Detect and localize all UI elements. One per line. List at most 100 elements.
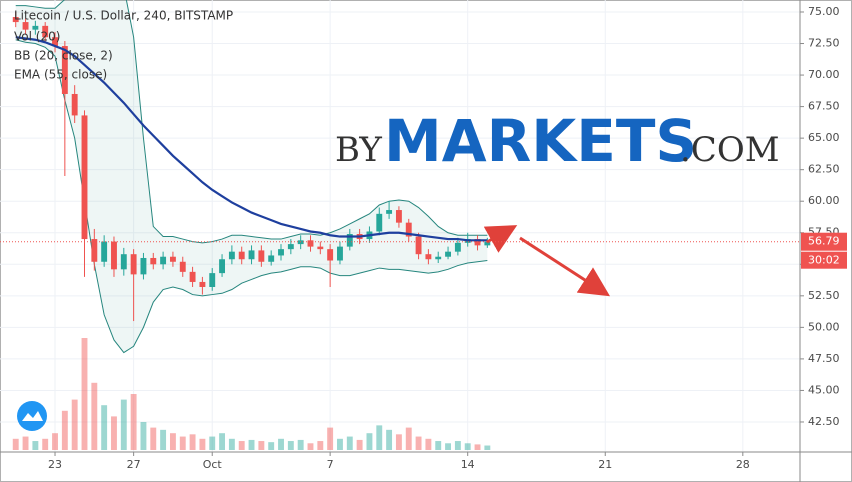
volume-bar [425,438,432,450]
body [395,210,402,223]
y-tick-label: 47.50 [808,352,840,365]
volume-bar [71,399,78,450]
body [307,240,314,247]
indicator: BB (20, close, 2) [14,49,113,63]
body [435,256,442,260]
volume-bar [307,443,314,450]
logo[interactable] [17,401,47,431]
volume-bar [189,434,196,450]
body [52,37,58,47]
body [42,25,49,38]
volume-bar [52,433,58,450]
ema [15,36,488,242]
body [199,281,206,287]
volume-bar [169,433,176,450]
logo-icon [22,411,43,421]
volume-bar [405,427,412,450]
body [160,256,167,265]
volume-bar [376,425,383,450]
y-tick-label: 70.00 [808,68,840,81]
body [258,250,265,262]
body [219,259,226,274]
volume-bar [179,436,186,450]
body [287,244,294,250]
volume-bar [287,441,294,450]
volume-bar [199,438,206,450]
watermark-by: BY [335,130,382,170]
body [111,241,117,270]
volume-bar [484,445,491,450]
volume-bar [120,399,127,450]
volume-bar [454,441,461,450]
last-price: 56.79 [808,235,840,248]
volume-bar [160,429,167,450]
volume-bar [297,439,304,450]
body [228,251,235,260]
body [445,251,451,257]
volume-bar [278,438,284,450]
volume-bar [435,441,442,450]
volume-bar [464,443,471,450]
volume-bar [22,436,29,450]
watermark-markets: MARKETS [384,107,697,175]
bb-upper [15,0,488,244]
volume-bar [415,436,422,450]
body [81,115,88,240]
body [327,249,334,261]
volume-bar [474,444,481,450]
volume-bar [386,429,393,450]
y-tick-label: 72.50 [808,37,840,50]
body [32,25,39,30]
volume-bar [395,434,402,450]
volume-bar [238,441,245,450]
volume-bar [12,438,19,450]
body [120,254,127,270]
body [12,17,19,23]
volume-bar [327,427,334,450]
y-tick-label: 75.00 [808,5,840,18]
grid [0,0,800,452]
x-tick-label: 27 [127,458,141,471]
countdown-box [801,251,847,269]
volume-bar [366,433,373,450]
body [454,242,461,252]
volume-bar [356,439,363,450]
volume-bar [32,441,39,450]
body [297,240,304,245]
body [209,273,216,287]
body [474,239,481,246]
volume-bar [111,416,117,450]
volume-bar [130,394,137,450]
x-tick-label: 7 [327,458,334,471]
volume-bar [140,422,147,450]
volume-bar [258,441,265,450]
body [140,257,147,275]
volume-bar [248,439,255,450]
y-tick-label: 52.50 [808,289,840,302]
body [405,222,412,237]
volume-bar [337,438,343,450]
body [179,261,186,272]
y-tick-label: 62.50 [808,163,840,176]
volume-bar [317,441,324,450]
body [130,254,137,275]
body [376,213,383,232]
body [238,251,245,260]
body [386,210,393,214]
candles [12,11,491,322]
y-tick-label: 60.00 [808,194,840,207]
volume-bar [81,338,88,450]
volume-bar [101,405,108,450]
x-tick-label: 28 [736,458,750,471]
volume-bar [228,438,235,450]
body [61,46,68,94]
volume-bar [445,443,451,450]
volume-bar [209,436,216,450]
arrow-up [483,225,518,253]
indicator: Vol (20) [14,30,60,44]
y-tick-label: 67.50 [808,100,840,113]
volume [12,338,491,450]
last-price-box [801,232,847,251]
